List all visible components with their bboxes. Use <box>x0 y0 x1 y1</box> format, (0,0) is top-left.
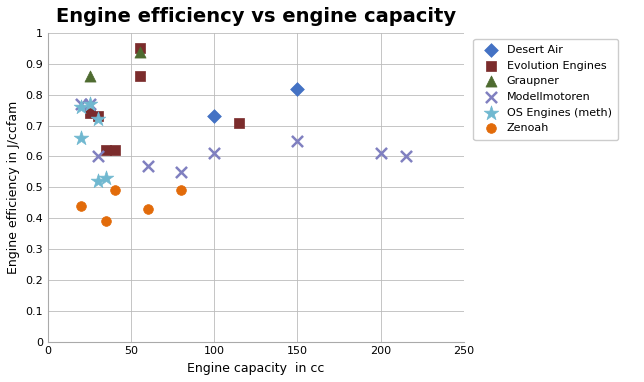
OS Engines (meth) <box>76 104 86 110</box>
Evolution Engines <box>109 147 120 154</box>
Graupner <box>135 49 145 55</box>
Evolution Engines <box>135 73 145 79</box>
Zenoah <box>76 203 86 209</box>
OS Engines (meth) <box>76 135 86 141</box>
Modellmotoren <box>93 154 103 160</box>
Evolution Engines <box>234 120 245 126</box>
Zenoah <box>143 206 153 212</box>
Legend: Desert Air, Evolution Engines, Graupner, Modellmotoren, OS Engines (meth), Zenoa: Desert Air, Evolution Engines, Graupner,… <box>473 39 618 140</box>
Modellmotoren <box>209 151 220 157</box>
OS Engines (meth) <box>93 178 103 184</box>
OS Engines (meth) <box>84 101 95 107</box>
Evolution Engines <box>101 147 111 154</box>
Desert Air <box>292 86 303 92</box>
Modellmotoren <box>143 163 153 169</box>
Modellmotoren <box>401 154 411 160</box>
Modellmotoren <box>375 151 386 157</box>
OS Engines (meth) <box>101 175 111 181</box>
Desert Air <box>209 113 220 120</box>
Evolution Engines <box>93 113 103 120</box>
Modellmotoren <box>176 169 186 175</box>
Evolution Engines <box>84 110 95 117</box>
Modellmotoren <box>84 101 95 107</box>
Graupner <box>84 73 95 79</box>
X-axis label: Engine capacity  in cc: Engine capacity in cc <box>187 362 325 375</box>
Modellmotoren <box>292 138 303 144</box>
OS Engines (meth) <box>93 117 103 123</box>
Zenoah <box>109 188 120 194</box>
Zenoah <box>101 218 111 224</box>
Title: Engine efficiency vs engine capacity: Engine efficiency vs engine capacity <box>56 7 456 26</box>
Y-axis label: Engine efficiency in J/ccfam: Engine efficiency in J/ccfam <box>7 101 20 274</box>
Modellmotoren <box>76 101 86 107</box>
Zenoah <box>176 188 186 194</box>
Evolution Engines <box>135 45 145 52</box>
